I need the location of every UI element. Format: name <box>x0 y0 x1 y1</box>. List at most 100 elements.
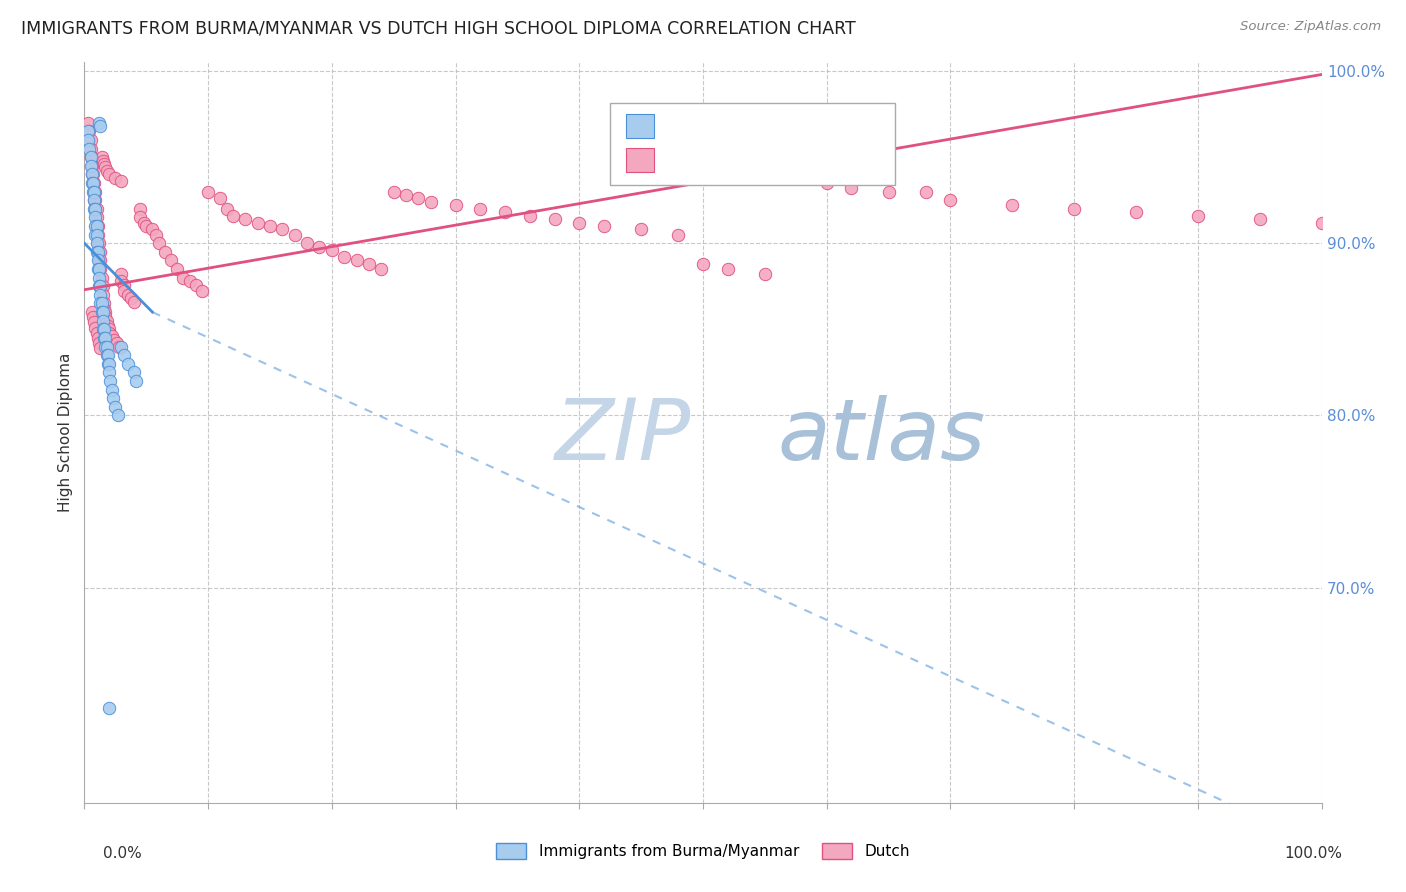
Point <box>89 279 111 293</box>
Point <box>83 185 105 199</box>
FancyBboxPatch shape <box>610 103 894 185</box>
Point <box>89 336 111 351</box>
Point <box>84 202 107 216</box>
Point <box>93 157 115 171</box>
Point <box>470 202 492 216</box>
Point <box>91 279 114 293</box>
Point <box>79 150 101 164</box>
Point <box>77 124 100 138</box>
Point <box>89 119 111 133</box>
Point <box>568 216 591 230</box>
Point <box>90 305 112 319</box>
Point <box>87 227 110 242</box>
Point <box>79 124 101 138</box>
Point <box>83 193 105 207</box>
Point <box>939 193 962 207</box>
Point <box>90 150 112 164</box>
Y-axis label: High School Diploma: High School Diploma <box>58 353 73 512</box>
Bar <box>626 114 654 138</box>
Point <box>77 133 100 147</box>
Point <box>107 409 129 423</box>
Point <box>112 348 135 362</box>
Point <box>86 227 108 242</box>
Point <box>98 365 121 379</box>
Point <box>346 253 368 268</box>
Point <box>86 219 108 233</box>
Point <box>89 236 111 251</box>
Point <box>717 262 740 277</box>
Point <box>117 357 139 371</box>
Point <box>98 167 121 181</box>
Point <box>100 383 122 397</box>
Point <box>145 227 167 242</box>
Point <box>543 212 565 227</box>
Point <box>419 194 441 209</box>
Point <box>160 253 183 268</box>
Point <box>89 341 111 355</box>
Point <box>184 277 207 292</box>
Point <box>135 219 157 233</box>
Point <box>209 191 232 205</box>
Point <box>105 336 128 351</box>
Point <box>86 202 108 216</box>
Legend: Immigrants from Burma/Myanmar, Dutch: Immigrants from Burma/Myanmar, Dutch <box>489 838 917 865</box>
Point <box>104 170 127 185</box>
Point <box>82 185 104 199</box>
Point <box>89 262 111 277</box>
Point <box>877 185 900 199</box>
Point <box>215 202 238 216</box>
Point <box>84 185 107 199</box>
Point <box>110 274 132 288</box>
Point <box>333 250 356 264</box>
Point <box>1187 209 1209 223</box>
Point <box>82 176 104 190</box>
Point <box>94 331 117 345</box>
Point <box>93 301 115 316</box>
Point <box>83 202 105 216</box>
Point <box>246 216 269 230</box>
Point <box>98 374 121 388</box>
Text: atlas: atlas <box>778 395 986 478</box>
Point <box>82 310 104 325</box>
Point <box>89 244 111 259</box>
Point <box>108 339 131 353</box>
Point <box>914 185 936 199</box>
Point <box>141 222 163 236</box>
Point <box>87 253 110 268</box>
Point <box>89 253 111 268</box>
Point <box>494 205 516 219</box>
Point <box>259 219 281 233</box>
Point <box>110 267 132 281</box>
Point <box>94 339 117 353</box>
Point <box>89 253 111 268</box>
Text: N =  63: N = 63 <box>783 119 842 134</box>
Point <box>91 305 114 319</box>
Point <box>101 391 124 405</box>
Point <box>98 326 121 340</box>
Point <box>382 185 405 199</box>
Point <box>86 211 108 225</box>
Point <box>94 305 117 319</box>
Point <box>84 320 107 334</box>
Point <box>79 142 101 156</box>
Point <box>172 270 194 285</box>
Point <box>112 277 135 292</box>
Point <box>91 153 114 168</box>
Point <box>83 315 105 329</box>
Point <box>89 116 111 130</box>
Point <box>84 227 107 242</box>
Point <box>103 333 125 347</box>
Point <box>593 219 616 233</box>
Point <box>89 270 111 285</box>
Point <box>90 270 112 285</box>
Point <box>86 326 108 340</box>
Point <box>86 244 108 259</box>
Point <box>153 244 176 259</box>
Text: 0.0%: 0.0% <box>103 846 142 861</box>
Point <box>122 365 145 379</box>
Point <box>233 212 256 227</box>
Text: 100.0%: 100.0% <box>1285 846 1343 861</box>
Point <box>284 227 307 242</box>
Point <box>395 188 418 202</box>
Point <box>98 701 121 715</box>
